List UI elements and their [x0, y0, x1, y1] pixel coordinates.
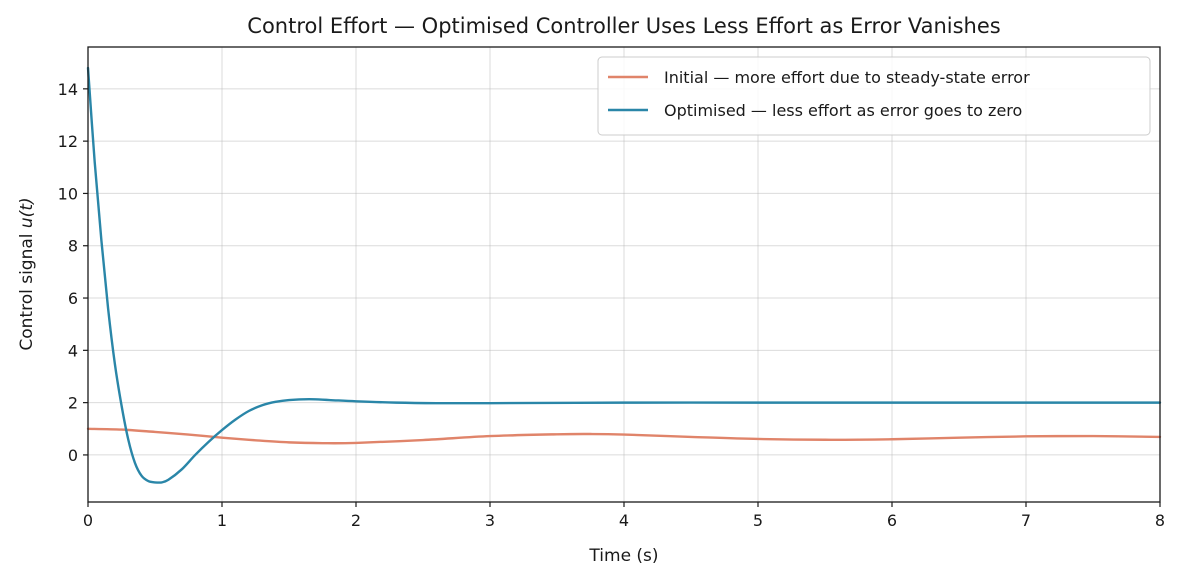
- y-tick-label: 2: [68, 394, 78, 413]
- y-axis-label-text: Control signal: [17, 228, 37, 351]
- y-tick-label: 4: [68, 341, 78, 360]
- chart-title: Control Effort — Optimised Controller Us…: [247, 14, 1000, 38]
- x-tick-label: 8: [1155, 511, 1165, 530]
- x-tick-label: 2: [351, 511, 361, 530]
- x-tick-label: 6: [887, 511, 897, 530]
- legend-box: [597, 56, 1151, 136]
- x-tick-label: 1: [217, 511, 227, 530]
- y-tick-label: 14: [58, 80, 78, 99]
- y-tick-label: 10: [58, 184, 78, 203]
- y-tick-label: 6: [68, 289, 78, 308]
- x-tick-label: 4: [619, 511, 629, 530]
- y-axis-label: Control signal u(t): [17, 197, 37, 350]
- y-axis-label-math: u(t): [17, 197, 37, 228]
- y-tick-label: 8: [68, 237, 78, 256]
- series-line-optimised: [86, 66, 1162, 484]
- x-axis-label: Time (s): [588, 546, 658, 566]
- legend: Initial — more effort due to steady-stat…: [597, 56, 1151, 136]
- series-lines: [86, 66, 1162, 484]
- y-tick-label: 12: [58, 132, 78, 151]
- x-tick-label: 3: [485, 511, 495, 530]
- y-tick-label: 0: [68, 446, 78, 465]
- x-tick-label: 5: [753, 511, 763, 530]
- x-tick-label: 7: [1021, 511, 1031, 530]
- legend-label: Optimised — less effort as error goes to…: [664, 101, 1022, 120]
- x-tick-label: 0: [83, 511, 93, 530]
- legend-label: Initial — more effort due to steady-stat…: [664, 68, 1030, 87]
